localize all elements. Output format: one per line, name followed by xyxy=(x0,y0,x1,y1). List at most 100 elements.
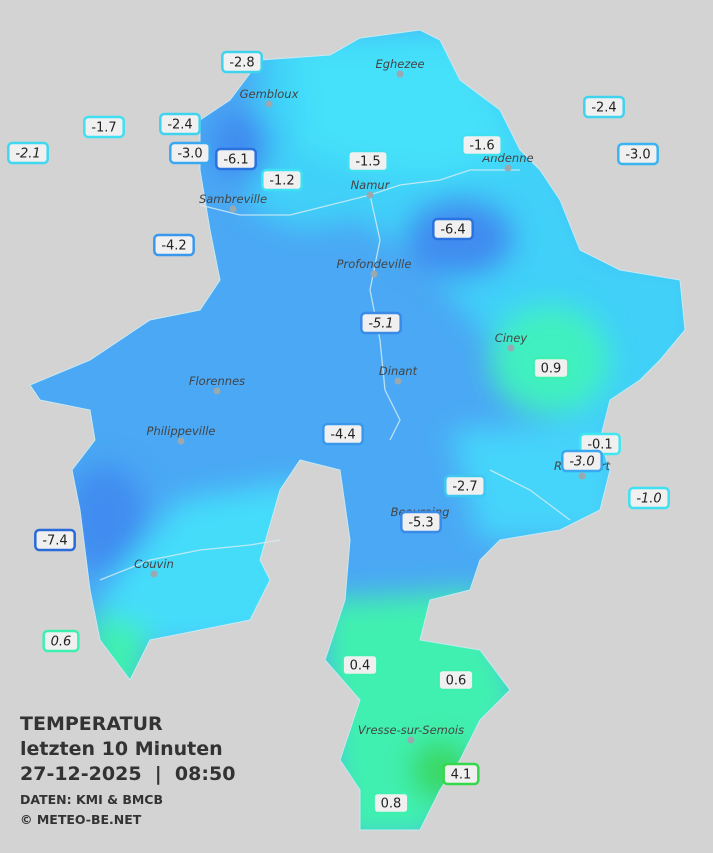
station-box xyxy=(617,142,659,166)
station: -7.4 xyxy=(34,528,76,552)
station: -1.2 xyxy=(261,168,303,192)
town-name: Vresse-sur-Semois xyxy=(358,723,464,737)
town-name: Ciney xyxy=(495,331,528,345)
station-value: 0.6 xyxy=(51,635,72,650)
station: 4.1 xyxy=(442,762,480,786)
station: -0.1 xyxy=(579,432,621,456)
station: -1.5 xyxy=(347,149,389,173)
station-value: -1.2 xyxy=(269,174,294,189)
station-value: -3.0 xyxy=(569,455,594,470)
town-name: Dinant xyxy=(379,364,418,378)
station: 0.6 xyxy=(437,668,475,692)
town-dot xyxy=(407,736,415,744)
town-name: Namur xyxy=(351,178,391,192)
town-name: Profondeville xyxy=(337,257,412,271)
legend-title: TEMPERATUR xyxy=(20,713,163,735)
station-value: -2.4 xyxy=(591,101,616,116)
town-name: Gembloux xyxy=(240,87,299,101)
station: -3.0 xyxy=(169,141,211,165)
station-box xyxy=(628,486,670,510)
station-value: 0.8 xyxy=(381,797,402,812)
station-value: -6.4 xyxy=(440,223,465,238)
town-name: Couvin xyxy=(134,557,174,571)
station-value: -4.2 xyxy=(161,239,186,254)
station-value: -1.6 xyxy=(469,139,494,154)
station-box xyxy=(261,168,303,192)
station-value: -2.1 xyxy=(15,147,40,162)
station-value: -4.4 xyxy=(330,428,355,443)
town-dot xyxy=(370,270,378,278)
station: -3.0 xyxy=(617,142,659,166)
station: -2.1 xyxy=(7,141,49,165)
station-box xyxy=(169,141,211,165)
station-box xyxy=(42,629,80,653)
station: -2.4 xyxy=(159,112,201,136)
station: 0.4 xyxy=(341,653,379,677)
station-box xyxy=(360,311,402,335)
station-value: -5.3 xyxy=(408,516,433,531)
station-box xyxy=(400,510,442,534)
station-value: -3.0 xyxy=(625,148,650,163)
town-dot xyxy=(229,205,237,213)
station: -2.7 xyxy=(444,474,486,498)
station-value: 4.1 xyxy=(451,768,472,783)
station: -6.1 xyxy=(215,147,257,171)
station-box xyxy=(561,449,603,473)
station-box xyxy=(322,422,364,446)
station: -5.3 xyxy=(400,510,442,534)
station: -4.2 xyxy=(153,233,195,257)
town-dot xyxy=(177,437,185,445)
legend-source: DATEN: KMI & BMCB xyxy=(20,792,163,807)
station-value: -2.4 xyxy=(167,118,192,133)
station: -4.4 xyxy=(322,422,364,446)
station-box xyxy=(583,95,625,119)
town-dot xyxy=(213,387,221,395)
station-value: -3.0 xyxy=(177,147,202,162)
town-dot xyxy=(578,472,586,480)
station-box xyxy=(7,141,49,165)
station: 0.6 xyxy=(42,629,80,653)
station-box xyxy=(159,112,201,136)
station-box xyxy=(34,528,76,552)
station: -1.6 xyxy=(461,133,503,157)
station-box xyxy=(437,668,475,692)
station-value: -1.7 xyxy=(91,121,116,136)
station-box xyxy=(221,50,263,74)
station-box xyxy=(341,653,379,677)
town-dot xyxy=(504,164,512,172)
station-value: -6.1 xyxy=(223,153,248,168)
station: -6.4 xyxy=(432,217,474,241)
station: 0.8 xyxy=(372,791,410,815)
station-value: -0.1 xyxy=(587,438,612,453)
station: -1.0 xyxy=(628,486,670,510)
station-value: -2.8 xyxy=(229,56,254,71)
town-dot xyxy=(396,70,404,78)
station-value: -2.7 xyxy=(452,480,477,495)
station-box xyxy=(215,147,257,171)
town-dot xyxy=(265,100,273,108)
town-dot xyxy=(394,377,402,385)
station: -2.4 xyxy=(583,95,625,119)
station-box xyxy=(532,356,570,380)
station-box xyxy=(347,149,389,173)
station-value: 0.6 xyxy=(446,674,467,689)
town-name: Sambreville xyxy=(199,192,267,206)
station-box xyxy=(442,762,480,786)
station: 0.9 xyxy=(532,356,570,380)
station: -5.1 xyxy=(360,311,402,335)
legend-datetime: 27-12-2025 | 08:50 xyxy=(20,763,235,785)
station-box xyxy=(444,474,486,498)
station-value: 0.4 xyxy=(350,659,371,674)
station: -2.8 xyxy=(221,50,263,74)
station-box xyxy=(461,133,503,157)
station-value: -7.4 xyxy=(42,534,67,549)
station-value: -1.5 xyxy=(355,155,380,170)
town-dot xyxy=(507,344,515,352)
town-name: Philippeville xyxy=(147,424,216,438)
station-box xyxy=(432,217,474,241)
town-dot xyxy=(150,570,158,578)
station-value: 0.9 xyxy=(541,362,562,377)
station-box xyxy=(372,791,410,815)
station-value: -5.1 xyxy=(368,317,393,332)
